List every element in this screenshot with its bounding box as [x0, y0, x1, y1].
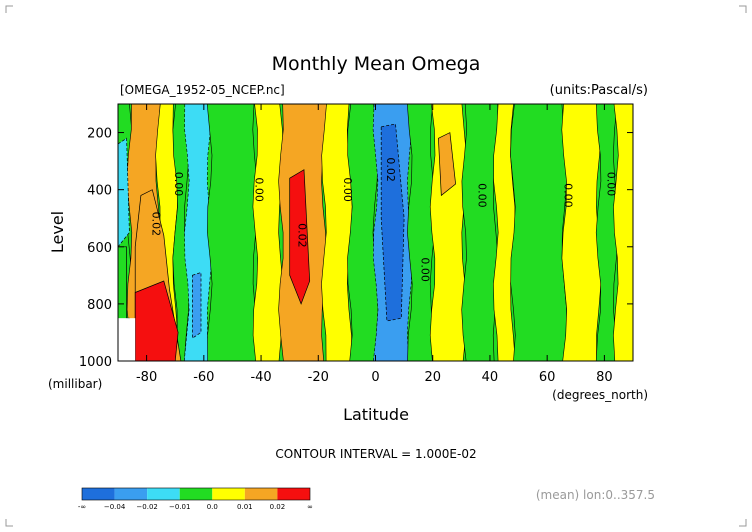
colorbar: -∞ −0.04 −0.02 −0.01 0.0 0.01 0.02 ∞	[78, 487, 313, 511]
colorbar-label-4: 0.0	[207, 503, 218, 511]
colorbar-swatch-4	[212, 488, 245, 500]
band-5	[206, 103, 259, 362]
patch-eq-blue	[380, 123, 405, 322]
x-tick-label-3: -20	[308, 370, 329, 385]
y-tick-label-3: 800	[87, 298, 112, 313]
chart-title: Monthly Mean Omega	[272, 53, 481, 75]
contour-label-9: 0.00	[604, 172, 617, 197]
contour-label-5: 0.02	[384, 157, 397, 182]
footer-note: (mean) lon:0..357.5	[536, 488, 655, 502]
y-tick-label-2: 600	[87, 241, 112, 256]
contour-label-7: 0.00	[476, 183, 489, 208]
colorbar-swatch-0	[82, 488, 115, 500]
patch-core-red	[289, 169, 311, 305]
band-16	[561, 103, 602, 362]
patch-sh-blue	[192, 272, 202, 339]
x-axis-unit: (degrees_north)	[552, 388, 648, 402]
colorbar-swatch-2	[147, 488, 180, 500]
colorbar-label-6: 0.02	[270, 503, 286, 511]
colorbar-label-7: ∞	[307, 503, 313, 511]
x-tick-label-0: -80	[136, 370, 157, 385]
x-axis: -80 -60 -40 -20 0 20 40 60 80	[136, 104, 613, 385]
x-tick-label-8: 80	[596, 370, 613, 385]
shaded-patches	[117, 123, 456, 362]
x-tick-label-6: 40	[482, 370, 499, 385]
colorbar-label-2: −0.02	[136, 503, 157, 511]
contour-label-0: 0.00	[172, 172, 185, 197]
colorbar-label-3: −0.01	[169, 503, 190, 511]
colorbar-swatch-6	[277, 488, 310, 500]
corner-marks	[5, 5, 747, 527]
patch-nh-orange	[438, 132, 456, 197]
y-axis: 200 400 600 800 1000	[79, 127, 633, 370]
y-tick-label-1: 400	[87, 184, 112, 199]
contour-label-4: 0.00	[341, 177, 354, 202]
y-tick-label-0: 200	[87, 127, 112, 142]
y-axis-title: Level	[48, 211, 67, 253]
contour-label-3: 0.02	[295, 223, 308, 248]
contour-label-2: 0.00	[252, 177, 265, 202]
colorbar-label-5: 0.01	[237, 503, 253, 511]
colorbar-label-0: -∞	[78, 503, 86, 511]
y-tick-label-4: 1000	[79, 355, 112, 370]
colorbar-swatch-1	[114, 488, 148, 500]
colorbar-label-1: −0.04	[104, 503, 126, 511]
colorbar-swatch-5	[244, 488, 278, 500]
colorbar-border	[81, 487, 311, 501]
patch-sh-darkred	[134, 280, 179, 362]
band-4	[183, 103, 213, 362]
missing-data-block	[118, 318, 136, 361]
x-tick-label-2: -40	[250, 370, 271, 385]
contour-interval-note: CONTOUR INTERVAL = 1.000E-02	[275, 447, 476, 461]
units-label: (units:Pascal/s)	[550, 83, 648, 98]
y-axis-unit: (millibar)	[48, 377, 102, 391]
x-tick-label-5: 20	[424, 370, 441, 385]
x-axis-title: Latitude	[343, 405, 409, 424]
contour-label-8: 0.00	[561, 183, 574, 208]
x-tick-label-7: 60	[539, 370, 556, 385]
contour-label-6: 0.00	[418, 257, 431, 282]
contour-label-1: 0.02	[149, 212, 162, 237]
file-label: [OMEGA_1952-05_NCEP.nc]	[120, 83, 285, 97]
band-13	[461, 103, 499, 362]
colorbar-swatch-3	[179, 488, 213, 500]
contour-labels: 0.00 0.02 0.00 0.02 0.00 0.02 0.00 0.00 0.00 0.00	[149, 157, 617, 281]
x-tick-label-1: -60	[193, 370, 214, 385]
band-15	[510, 103, 568, 362]
x-tick-label-4: 0	[371, 370, 379, 385]
